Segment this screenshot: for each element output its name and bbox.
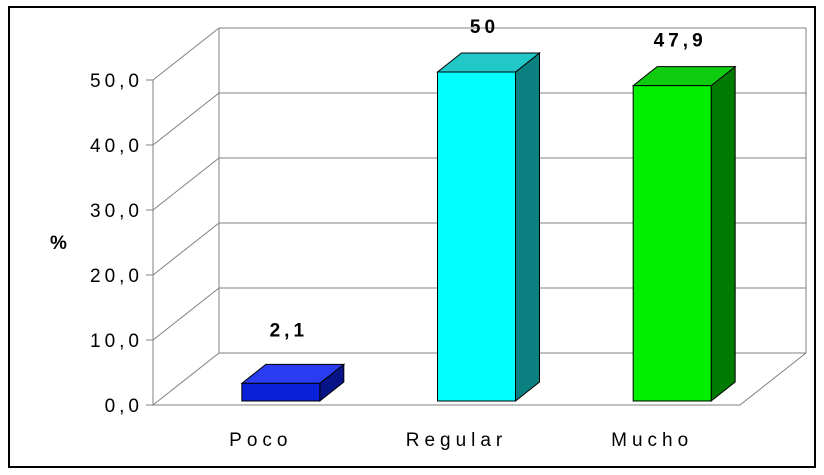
gridline-left-wall xyxy=(152,27,220,81)
data-label: 2,1 xyxy=(270,320,308,341)
labels: 2,1 Poco 50 Regular 47,9 Mucho xyxy=(229,17,707,451)
bar-mucho xyxy=(631,65,737,403)
bar-side xyxy=(515,51,540,403)
bar-side xyxy=(710,65,736,403)
y-tick-label: 50,0 xyxy=(90,71,143,92)
y-tick-label: 0,0 xyxy=(105,396,143,417)
y-tick-label: 40,0 xyxy=(90,136,143,157)
x-category-label: Poco xyxy=(229,430,292,451)
y-axis: 0,0 10,0 20,0 30,0 40,0 50,0 xyxy=(90,71,154,417)
gridline-left-wall xyxy=(152,157,220,211)
gridline-left-wall xyxy=(152,352,220,406)
bar-front xyxy=(632,85,712,402)
bar-regular xyxy=(436,51,541,403)
y-tick-label: 20,0 xyxy=(90,266,143,287)
gridline-left-wall xyxy=(152,92,220,146)
y-tick-label: 30,0 xyxy=(90,201,143,222)
floor-right-edge xyxy=(739,352,807,406)
bar-front xyxy=(241,382,321,402)
x-category-label: Regular xyxy=(406,430,508,451)
x-category-label: Mucho xyxy=(611,430,693,451)
bar-front xyxy=(437,71,516,402)
data-label: 47,9 xyxy=(654,31,707,52)
y-tick-label: 10,0 xyxy=(90,331,143,352)
gridline-left-wall xyxy=(152,222,220,276)
bars xyxy=(240,51,737,403)
data-label: 50 xyxy=(470,17,499,38)
y-axis-label: % xyxy=(50,233,67,254)
bar-poco xyxy=(240,363,346,403)
gridline-left-wall xyxy=(152,287,220,341)
